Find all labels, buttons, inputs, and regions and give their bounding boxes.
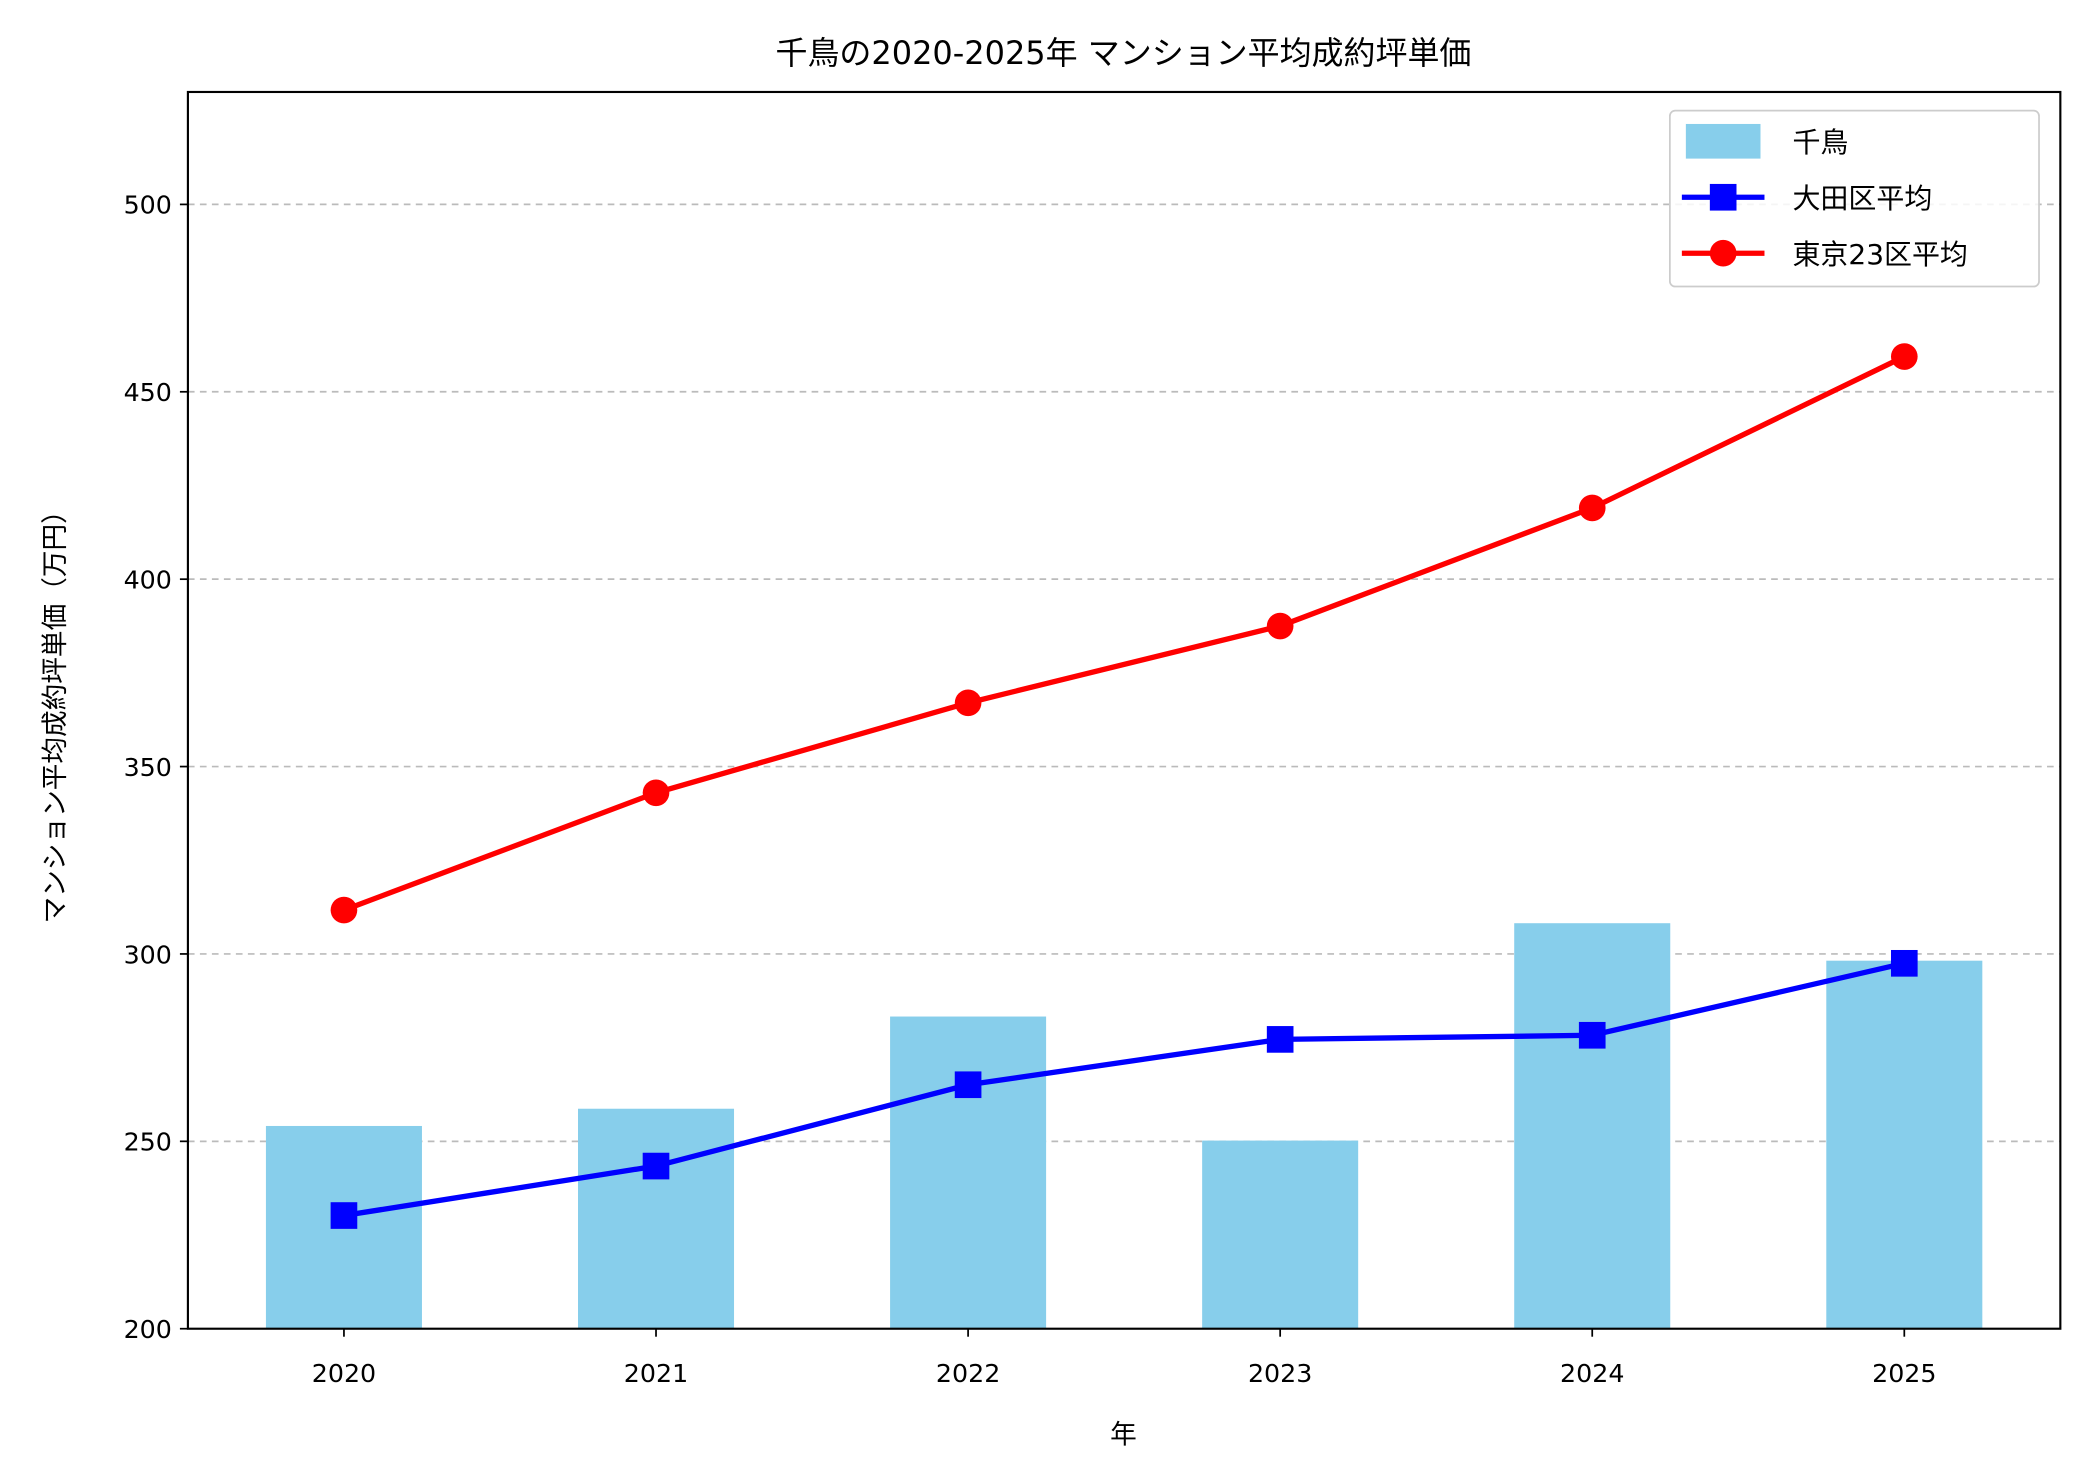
x-tick-label: 2024: [1560, 1358, 1624, 1388]
bar-2024: [1514, 923, 1671, 1329]
circle-marker-2024: [1578, 494, 1606, 522]
y-tick-label: 450: [124, 377, 172, 407]
bar-2022: [890, 1016, 1047, 1329]
legend-box: [1668, 109, 2040, 288]
x-axis-label: 年: [1110, 1419, 1137, 1450]
legend-label: 東京23区平均: [1792, 238, 1967, 271]
legend-label: 千鳥: [1792, 126, 1848, 159]
square-marker-2023: [1266, 1026, 1294, 1053]
y-tick-label: 200: [124, 1314, 172, 1344]
legend-square-marker: [1709, 183, 1737, 211]
circle-marker-2020: [330, 896, 358, 924]
y-tick-label: 500: [124, 190, 172, 220]
bar-2021: [577, 1108, 735, 1329]
line-series-2: [343, 354, 1906, 913]
line-series-1: [343, 960, 1905, 1219]
legend-label: 大田区平均: [1792, 182, 1932, 215]
y-tick-label: 400: [124, 565, 172, 595]
bar-2023: [1202, 1140, 1359, 1329]
square-marker-2025: [1890, 949, 1918, 977]
legend-circle-marker: [1709, 239, 1737, 267]
y-axis-label: マンション平均成約坪単価（万円）: [40, 497, 71, 923]
y-tick-label: 300: [124, 939, 172, 969]
y-tick-label: 350: [124, 752, 172, 782]
bar-2025: [1826, 960, 1983, 1329]
x-tick-label: 2022: [936, 1358, 1000, 1388]
x-tick-label: 2021: [624, 1358, 688, 1388]
chart-title: 千鳥の2020-2025年 マンション平均成約坪単価: [775, 34, 1471, 72]
x-tick-label: 2020: [312, 1358, 376, 1388]
square-marker-2022: [954, 1071, 982, 1099]
plot-frame: [186, 90, 2062, 1330]
circle-marker-2025: [1890, 343, 1918, 370]
square-marker-2024: [1578, 1021, 1606, 1049]
circle-marker-2022: [954, 689, 982, 717]
y-tick-label: 250: [124, 1127, 172, 1157]
x-tick-label: 2023: [1248, 1358, 1312, 1388]
legend-swatch-bar: [1685, 123, 1761, 159]
square-marker-2020: [330, 1202, 358, 1229]
x-tick-label: 2025: [1872, 1358, 1936, 1388]
circle-marker-2023: [1266, 612, 1294, 640]
circle-marker-2021: [642, 779, 670, 807]
square-marker-2021: [642, 1152, 670, 1180]
